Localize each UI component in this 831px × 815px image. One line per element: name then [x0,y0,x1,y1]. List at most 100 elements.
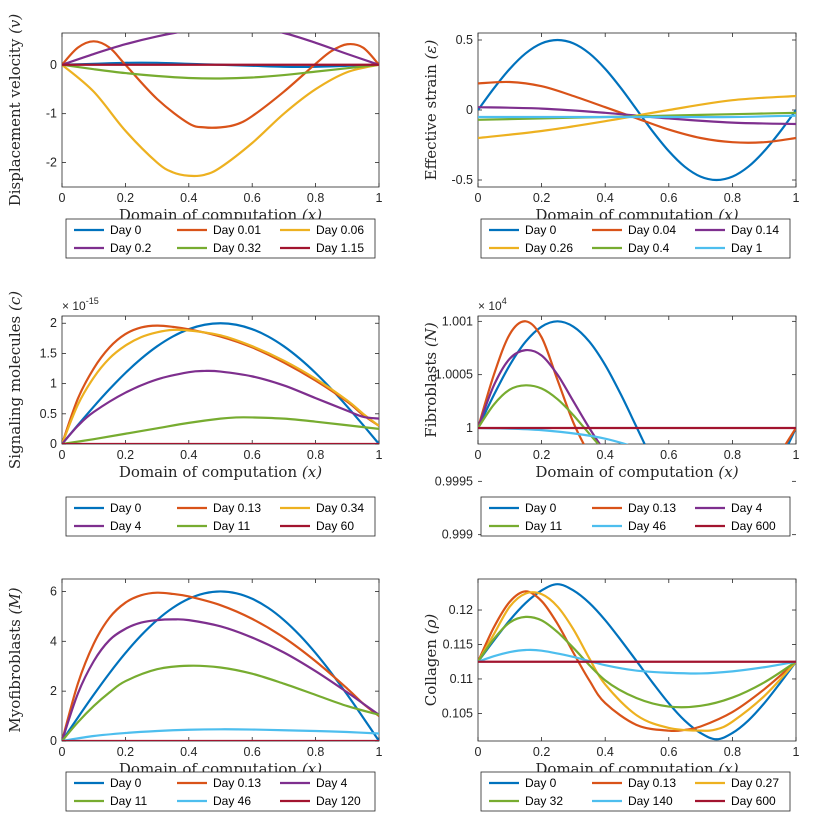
x-tick-label: 0.8 [724,191,741,205]
x-axis-label: Domain of computation (x) [119,463,322,481]
legend-box [65,496,376,537]
series-line-day-0-32 [62,63,379,80]
legend-entry-label: Day 120 [316,794,361,808]
x-tick-label: 1 [376,191,383,205]
legend-entry-label: Day 46 [213,794,251,808]
y-exponent-label: × 104 [478,296,507,313]
legend-entry-label: Day 0.14 [731,223,779,237]
series-line-day-11 [62,416,379,444]
x-tick-label: 0 [59,191,66,205]
chart-fibroblasts: 0 0.2 0.4 0.6 0.8 1 0.999 0.9995 1 1.0005 1.001 × 1… [422,296,800,542]
x-tick-label: 0.4 [597,191,614,205]
legend-entry-label: Day 11 [213,519,250,533]
y-tick-label: 0.105 [442,706,473,720]
x-tick-label: 0 [475,191,482,205]
legend-box [65,218,376,259]
legend-entry-label: Day 600 [731,519,776,533]
legend-entry-label: Day 0.13 [213,776,261,790]
legend-entry-label: Day 1 [731,241,763,255]
legend-entry-label: Day 60 [316,519,354,533]
legend-entry-label: Day 1.15 [316,241,364,255]
series-line-day-4 [478,348,602,444]
legend-box [65,771,376,812]
legend-entry-label: Day 11 [110,794,147,808]
y-tick-label: 1 [50,377,57,391]
series-line-day-0-04 [478,80,796,144]
y-tick-label: 1.0005 [435,368,473,382]
x-tick-label: 0.8 [724,745,741,759]
legend-entry-label: Day 0.13 [628,776,676,790]
series-group [62,322,379,444]
legend-entry-label: Day 140 [628,794,673,808]
x-tick-label: 0 [59,745,66,759]
series-line-day-4 [62,618,379,741]
legend-box [480,496,791,537]
series-line-day-0-2 [62,33,379,66]
y-axis-label: Effective strain (ε) [422,40,440,181]
x-tick-label: 0 [475,448,482,462]
legend: Day 0 Day 0.13 Day 4 Day 11 Day 46 Day 120 [65,771,376,812]
series-line-day-0 [62,322,379,444]
y-tick-label: 1.001 [442,314,473,328]
series-group [62,590,379,741]
x-tick-label: 0.2 [533,745,550,759]
series-line-day-0-13 [62,324,379,444]
x-tick-label: 0.8 [307,191,324,205]
legend-entry-label: Day 32 [525,794,563,808]
y-axis-label: Displacement velocity (v) [6,14,24,207]
series-line-day-4 [62,369,379,444]
x-tick-label: 1 [793,448,800,462]
series-line-day-0-13 [478,590,796,733]
x-tick-label: 0.6 [660,745,677,759]
x-tick-label: 0.2 [117,745,134,759]
series-line-day-46 [62,728,379,741]
series-line-day-46 [478,426,630,444]
legend-entry-label: Day 0.13 [213,501,261,515]
x-tick-label: 0.8 [307,745,324,759]
series-line-day-0-06 [62,63,379,178]
x-tick-label: 0 [59,448,66,462]
x-tick-label: 0.8 [724,448,741,462]
legend-box [480,771,791,812]
y-tick-label: 4 [50,634,57,648]
legend-entry-label: Day 0.4 [628,241,670,255]
x-tick-label: 0.2 [117,191,134,205]
y-exponent-label: × 10-15 [62,296,99,313]
legend: Day 0 Day 0.13 Day 0.27 Day 32 Day 140 Day 60… [480,771,791,812]
y-tick-label: 0.12 [449,603,473,617]
series-line-day-11 [478,384,600,444]
x-tick-label: 0.8 [307,448,324,462]
x-tick-label: 0.2 [533,448,550,462]
legend-entry-label: Day 0.32 [213,241,261,255]
series-group [478,38,796,182]
y-axis-label: Fibroblasts (N) [422,322,440,438]
y-tick-label: 0 [50,58,57,72]
series-line-day-32 [478,615,796,709]
series-group [478,320,796,444]
y-tick-label: 0 [50,437,57,451]
legend-entry-label: Day 11 [525,519,562,533]
legend-entry-label: Day 0.34 [316,501,364,515]
y-tick-label: 2 [50,316,57,330]
x-tick-label: 0.6 [244,745,261,759]
x-tick-label: 1 [793,745,800,759]
legend-entry-label: Day 0.26 [525,241,573,255]
legend: Day 0 Day 0.13 Day 4 Day 11 Day 46 Day 600 [480,496,791,537]
series-line-day-140 [478,648,796,675]
x-axis-label: Domain of computation (x) [535,463,738,481]
legend: Day 0 Day 0.13 Day 0.34 Day 4 Day 11 Day 60 [65,496,376,537]
x-tick-label: 1 [376,745,383,759]
series-line-day-0-01 [62,40,379,129]
series-line-day-0 [62,590,379,741]
x-tick-label: 0.4 [180,448,197,462]
series-line-day-11 [62,664,379,741]
legend-entry-label: Day 0.13 [628,501,676,515]
legend-entry-label: Day 0.27 [731,776,779,790]
series-line-day-1 [478,114,796,119]
y-tick-label: 6 [50,584,57,598]
x-tick-label: 0.2 [117,448,134,462]
